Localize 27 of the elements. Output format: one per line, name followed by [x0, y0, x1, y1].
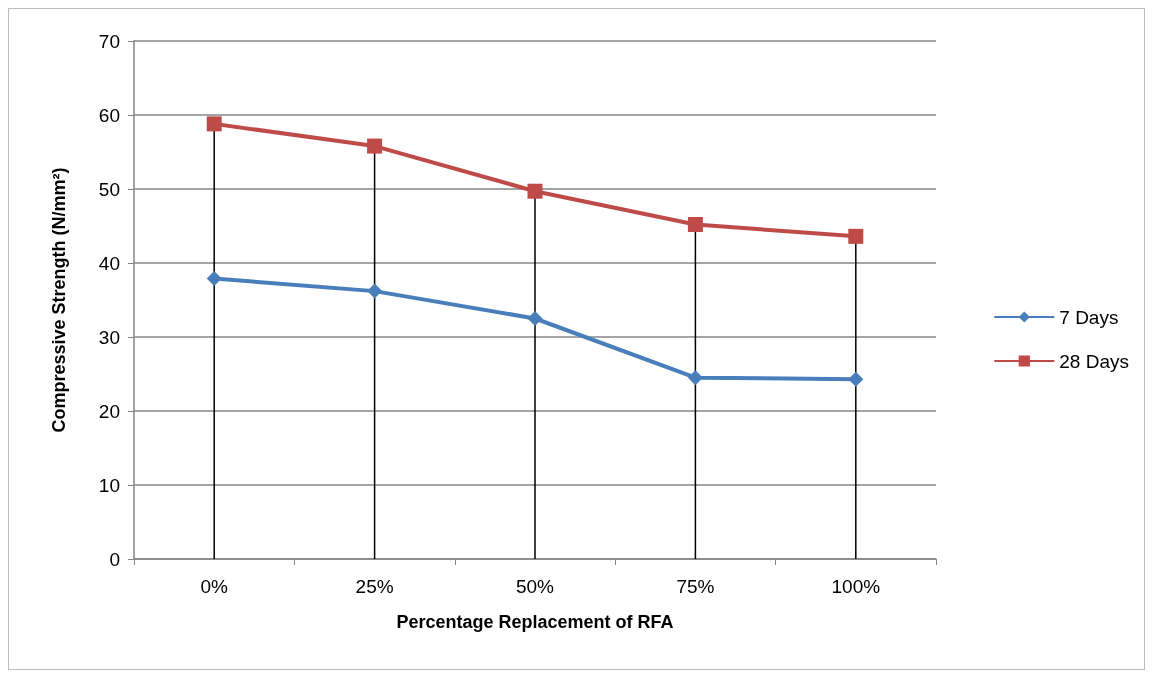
y-tick-label: 10 [98, 474, 120, 496]
point [687, 370, 703, 386]
point [367, 283, 383, 299]
y-tick-label: 40 [98, 252, 120, 274]
y-tick-label: 60 [98, 104, 120, 126]
y-tick-label: 70 [98, 30, 120, 52]
point [687, 217, 703, 233]
y-tick-label: 30 [98, 326, 120, 348]
point [367, 138, 383, 154]
x-tick-label: 0% [200, 576, 229, 597]
legend-label: 28 Days [1059, 350, 1129, 372]
y-tick-label: 0 [109, 548, 120, 570]
x-axis-title: Percentage Replacement of RFA [396, 612, 674, 632]
x-tick-label: 75% [676, 576, 715, 597]
legend-label: 7 Days [1059, 306, 1119, 328]
y-axis-title: Compressive Strength (N/mm²) [49, 167, 69, 433]
x-tick-label: 25% [355, 576, 394, 597]
x-tick-label: 50% [515, 576, 555, 597]
x-tick-label: 100% [831, 576, 881, 597]
point [848, 228, 864, 244]
y-tick-label: 50 [98, 178, 120, 200]
point [527, 311, 543, 326]
point [527, 183, 543, 199]
point [206, 116, 222, 132]
y-tick-label: 20 [98, 400, 120, 422]
point [848, 371, 864, 387]
point [206, 271, 222, 287]
